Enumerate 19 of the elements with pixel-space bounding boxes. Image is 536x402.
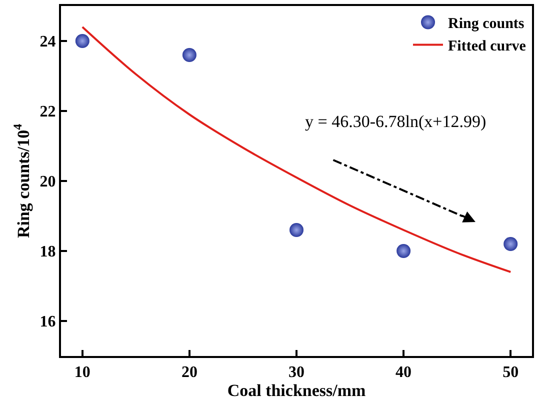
y-tick-label: 20 [40, 174, 56, 191]
y-tick-label: 16 [40, 314, 56, 331]
legend-label: Ring counts [448, 16, 524, 32]
y-tick-label: 24 [40, 34, 56, 51]
annotation: y = 46.30-6.78ln(x+12.99) [305, 112, 486, 131]
point [396, 244, 411, 258]
point [75, 34, 90, 48]
legend-label: Fitted curve [448, 38, 526, 55]
x-tick-label: 50 [502, 364, 519, 382]
point [290, 223, 304, 237]
y-tick-label: 18 [40, 244, 56, 261]
point [504, 237, 518, 251]
x-axis-title: Coal thickness/mm [227, 381, 366, 400]
x-tick-label: 30 [288, 364, 304, 382]
y-tick-label: 22 [40, 104, 56, 121]
x-tick-label: 40 [396, 364, 412, 382]
x-tick-label: 20 [181, 364, 198, 382]
point [182, 48, 196, 62]
x-tick-label: 10 [74, 364, 90, 382]
